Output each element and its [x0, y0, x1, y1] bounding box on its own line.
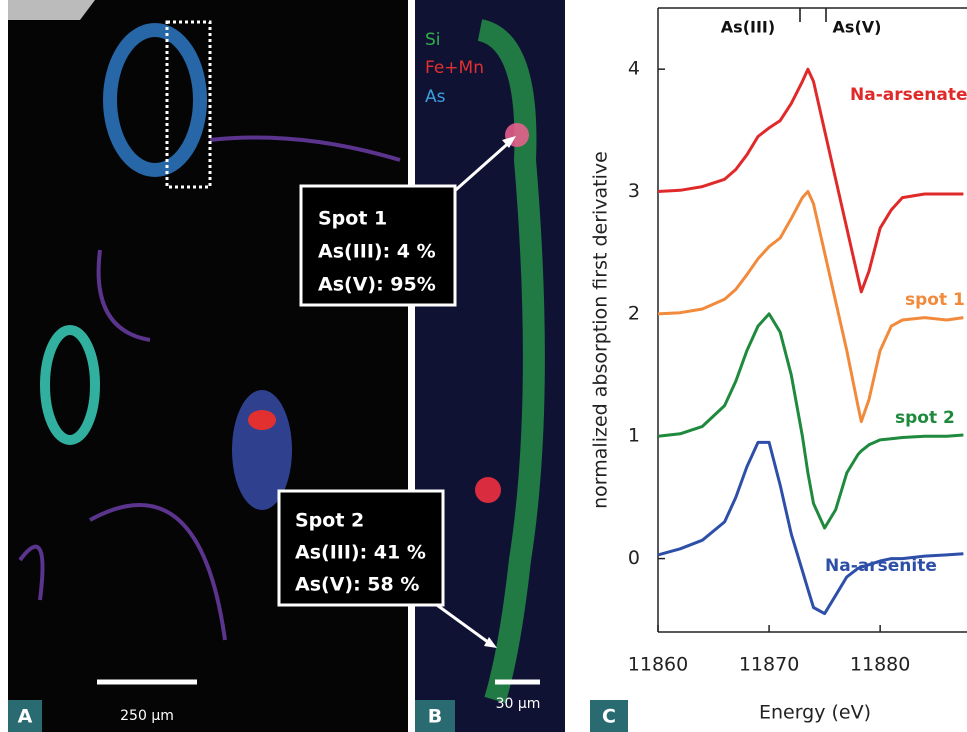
panel-label: A — [18, 706, 33, 728]
si-strip — [476, 19, 545, 704]
series-label: spot 2 — [895, 408, 955, 428]
callout-line: As(III): 4 % — [318, 241, 436, 263]
blob — [40, 325, 100, 445]
blob — [232, 390, 292, 510]
scale-label: 30 µm — [496, 696, 541, 712]
x-tick-label: 11870 — [739, 654, 799, 676]
panel-label-box — [415, 700, 455, 732]
channel-label: Fe+Mn — [425, 58, 484, 78]
annotation: As(V) — [833, 18, 882, 37]
y-tick-label: 0 — [628, 547, 640, 569]
callout-line: As(V): 95% — [318, 274, 436, 296]
callout-line: As(III): 41 % — [295, 542, 426, 564]
panel-label: C — [602, 706, 616, 728]
y-tick-label: 4 — [628, 58, 640, 80]
x-axis-label: Energy (eV) — [759, 702, 871, 724]
panel-label-box — [8, 700, 42, 732]
series-line — [657, 190, 964, 424]
channel-label: Si — [425, 30, 441, 50]
callout-line: As(V): 58 % — [295, 574, 419, 596]
callout-title: Spot 1 — [318, 208, 387, 230]
y-tick-label: 3 — [628, 180, 640, 202]
panel-label-box — [590, 700, 628, 732]
y-tick-label: 2 — [628, 302, 640, 324]
series-label: Na-arsenite — [825, 556, 937, 576]
series-line — [657, 440, 964, 616]
channel-label: As — [425, 87, 446, 107]
selection-box — [165, 20, 212, 189]
panel-c: C Energy (eV) normalized absorption firs… — [590, 7, 967, 732]
y-tick-label: 1 — [628, 425, 640, 447]
x-tick-label: 11860 — [628, 654, 688, 676]
x-tick-label: 11880 — [850, 654, 910, 676]
panel-a: 250 µm A — [8, 0, 408, 732]
panel-label: B — [428, 706, 442, 728]
y-axis-label: normalized absorption first derivative — [590, 151, 612, 509]
panel-b: Si Fe+Mn As 30 µm B — [415, 0, 565, 732]
callout-box — [277, 489, 445, 607]
annotation: As(III) — [721, 18, 775, 37]
callouts: Spot 1 As(III): 4 % As(V): 95% Spot 2 As… — [277, 136, 516, 648]
scale-label: 250 µm — [120, 708, 174, 724]
arrow — [449, 138, 513, 197]
arrowhead — [502, 136, 516, 148]
arrow — [429, 598, 493, 647]
blob — [248, 410, 276, 430]
edge — [8, 0, 95, 20]
outline — [18, 135, 401, 641]
blob — [103, 23, 207, 177]
series-line — [657, 312, 964, 530]
hotspot — [475, 477, 501, 503]
series-line — [657, 67, 964, 294]
callout-box — [299, 184, 457, 307]
series-label: spot 1 — [905, 290, 965, 310]
map-a — [8, 0, 408, 732]
series-label: Na-arsenate — [850, 85, 967, 105]
arrowhead — [484, 637, 497, 648]
callout-title: Spot 2 — [295, 510, 364, 532]
